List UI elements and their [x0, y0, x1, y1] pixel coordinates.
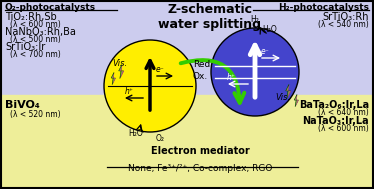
Text: NaTaO₃:Ir,La: NaTaO₃:Ir,La [302, 116, 369, 126]
Text: H₂O: H₂O [262, 25, 277, 34]
Text: Vis.: Vis. [275, 93, 290, 102]
Text: Ox.: Ox. [193, 72, 208, 81]
Polygon shape [294, 94, 298, 107]
Text: (λ < 700 nm): (λ < 700 nm) [10, 50, 61, 59]
Text: O₂: O₂ [156, 134, 165, 143]
Text: O₂-photocatalysts: O₂-photocatalysts [5, 3, 96, 12]
Text: Vis.: Vis. [112, 59, 127, 68]
Text: SrTiO₃:Rh: SrTiO₃:Rh [322, 12, 369, 22]
Polygon shape [119, 64, 124, 79]
Text: H₂-photocatalysts: H₂-photocatalysts [278, 3, 369, 12]
Text: BiVO₄: BiVO₄ [5, 100, 40, 110]
Text: Z-schematic
water splitting: Z-schematic water splitting [159, 3, 261, 31]
Polygon shape [286, 84, 291, 99]
Polygon shape [111, 72, 116, 85]
Bar [1, 95, 373, 188]
Text: (λ < 540 nm): (λ < 540 nm) [318, 20, 369, 29]
Polygon shape [295, 94, 299, 107]
Text: BaTa₂O₆:Ir,La: BaTa₂O₆:Ir,La [299, 100, 369, 110]
Bar [1, 1, 373, 95]
Text: None, Fe³⁺/²⁺, Co-complex, RGO: None, Fe³⁺/²⁺, Co-complex, RGO [128, 164, 272, 173]
Text: NaNbO₃:Rh,Ba: NaNbO₃:Rh,Ba [5, 27, 76, 37]
Text: Electron mediator: Electron mediator [151, 146, 249, 156]
Text: (λ < 600 nm): (λ < 600 nm) [10, 20, 61, 29]
Text: (λ < 520 nm): (λ < 520 nm) [10, 110, 61, 119]
Text: H₂: H₂ [250, 15, 259, 24]
Polygon shape [286, 84, 291, 99]
Text: (λ < 500 nm): (λ < 500 nm) [10, 35, 61, 44]
Text: Red.: Red. [193, 60, 213, 69]
Text: (λ < 640 nm): (λ < 640 nm) [318, 108, 369, 117]
Circle shape [211, 28, 299, 116]
Circle shape [104, 40, 196, 132]
Text: h⁺: h⁺ [125, 87, 134, 96]
Text: e⁻: e⁻ [156, 65, 165, 74]
Polygon shape [119, 64, 124, 79]
Polygon shape [111, 72, 116, 85]
Text: TiO₂:Rh,Sb: TiO₂:Rh,Sb [5, 12, 57, 22]
Text: (λ < 600 nm): (λ < 600 nm) [318, 124, 369, 133]
Text: e⁻: e⁻ [261, 47, 270, 56]
Text: SrTiO₃:Ir: SrTiO₃:Ir [5, 42, 45, 52]
Text: H₂O: H₂O [128, 129, 143, 138]
Text: h⁺: h⁺ [227, 73, 236, 82]
